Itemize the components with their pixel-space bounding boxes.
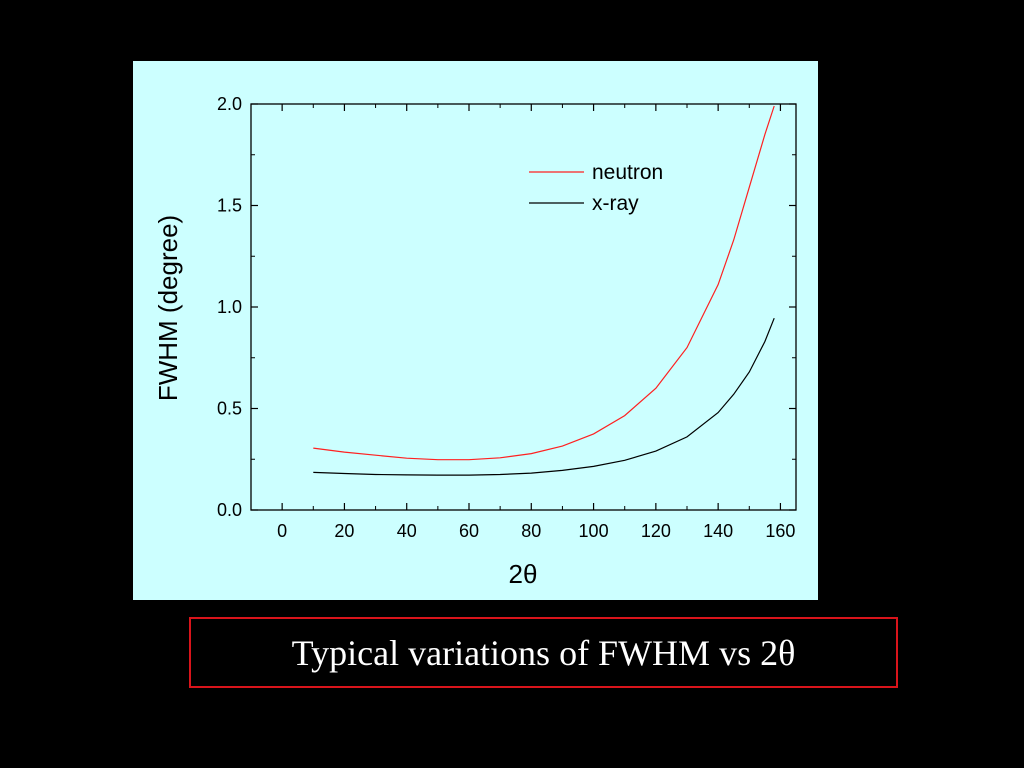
y-tick-label: 1.0 <box>217 297 242 317</box>
y-tick-label: 0.5 <box>217 399 242 419</box>
x-tick-label: 40 <box>397 521 417 541</box>
x-axis-label: 2θ <box>509 559 538 589</box>
y-tick-label: 1.5 <box>217 196 242 216</box>
x-tick-label: 160 <box>765 521 795 541</box>
x-tick-label: 0 <box>277 521 287 541</box>
legend: neutron x-ray <box>529 161 663 215</box>
x-tick-label: 80 <box>521 521 541 541</box>
legend-label-neutron: neutron <box>592 161 663 184</box>
series-line-x-ray <box>313 317 775 476</box>
x-tick-label: 100 <box>579 521 609 541</box>
caption-box: Typical variations of FWHM vs 2θ <box>189 617 898 688</box>
y-tick-label: 2.0 <box>217 94 242 114</box>
x-tick-label: 120 <box>641 521 671 541</box>
x-tick-label: 20 <box>334 521 354 541</box>
series-line-neutron <box>313 105 775 461</box>
legend-label-x-ray: x-ray <box>592 192 639 215</box>
y-tick-label: 0.0 <box>217 500 242 520</box>
x-tick-label: 60 <box>459 521 479 541</box>
caption-text: Typical variations of FWHM vs 2θ <box>291 632 796 673</box>
y-axis-label: FWHM (degree) <box>153 215 183 401</box>
x-tick-label: 140 <box>703 521 733 541</box>
